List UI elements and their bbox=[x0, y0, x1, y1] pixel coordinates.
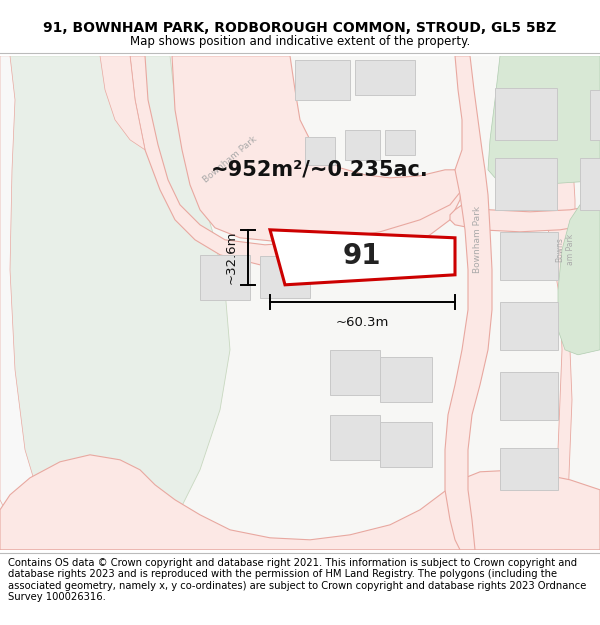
Bar bbox=[495, 88, 557, 140]
Bar bbox=[355, 60, 415, 95]
Bar bbox=[500, 372, 558, 420]
Text: Bownham Park: Bownham Park bbox=[473, 206, 482, 273]
Bar bbox=[330, 350, 380, 395]
Polygon shape bbox=[100, 56, 145, 150]
Bar bbox=[295, 60, 350, 100]
Text: Bownham Park: Bownham Park bbox=[202, 135, 259, 185]
Polygon shape bbox=[270, 230, 455, 285]
Text: ~32.6m: ~32.6m bbox=[225, 231, 238, 284]
Bar bbox=[500, 302, 558, 350]
Bar bbox=[380, 422, 432, 467]
Text: Bowns
am Park: Bowns am Park bbox=[556, 234, 575, 266]
Bar bbox=[385, 130, 415, 155]
Polygon shape bbox=[450, 205, 600, 232]
Polygon shape bbox=[0, 455, 600, 550]
Bar bbox=[590, 90, 600, 140]
Text: Contains OS data © Crown copyright and database right 2021. This information is : Contains OS data © Crown copyright and d… bbox=[8, 558, 586, 602]
Text: ~60.3m: ~60.3m bbox=[336, 316, 389, 329]
Polygon shape bbox=[558, 202, 600, 355]
Bar bbox=[200, 255, 250, 300]
Bar bbox=[345, 130, 380, 160]
Bar bbox=[495, 158, 557, 210]
Bar bbox=[330, 415, 380, 460]
Bar bbox=[305, 137, 335, 165]
Polygon shape bbox=[445, 56, 492, 550]
Text: Map shows position and indicative extent of the property.: Map shows position and indicative extent… bbox=[130, 36, 470, 48]
Text: 91: 91 bbox=[343, 242, 381, 270]
Polygon shape bbox=[0, 56, 230, 545]
Bar bbox=[580, 158, 600, 210]
Text: 91, BOWNHAM PARK, RODBOROUGH COMMON, STROUD, GL5 5BZ: 91, BOWNHAM PARK, RODBOROUGH COMMON, STR… bbox=[43, 21, 557, 34]
Text: ~952m²/~0.235ac.: ~952m²/~0.235ac. bbox=[211, 160, 429, 180]
Bar bbox=[260, 256, 310, 298]
Polygon shape bbox=[548, 56, 575, 550]
Bar bbox=[500, 448, 558, 490]
Polygon shape bbox=[488, 56, 600, 184]
Bar bbox=[500, 232, 558, 280]
Bar bbox=[380, 357, 432, 402]
Polygon shape bbox=[172, 56, 462, 242]
Polygon shape bbox=[0, 56, 600, 550]
Polygon shape bbox=[130, 56, 462, 265]
Polygon shape bbox=[0, 56, 60, 550]
